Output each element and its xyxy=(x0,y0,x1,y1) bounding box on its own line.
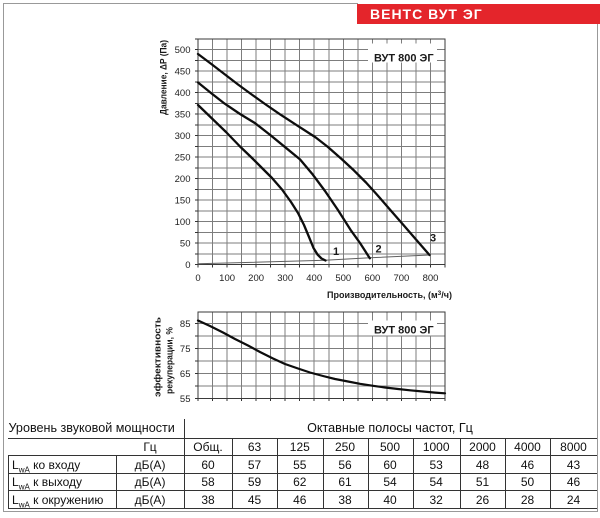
svg-text:500: 500 xyxy=(175,45,191,56)
svg-text:85: 85 xyxy=(180,319,191,330)
svg-text:75: 75 xyxy=(180,344,191,355)
svg-text:250: 250 xyxy=(175,153,191,164)
svg-text:55: 55 xyxy=(180,394,191,405)
svg-text:350: 350 xyxy=(175,110,191,121)
svg-text:400: 400 xyxy=(306,273,322,284)
svg-text:50: 50 xyxy=(180,239,191,250)
svg-text:1: 1 xyxy=(333,246,339,258)
svg-text:3: 3 xyxy=(430,233,436,245)
svg-text:100: 100 xyxy=(219,273,235,284)
svg-text:200: 200 xyxy=(175,174,191,185)
svg-text:0: 0 xyxy=(195,273,200,284)
svg-text:500: 500 xyxy=(335,273,351,284)
svg-text:600: 600 xyxy=(364,273,380,284)
svg-text:Давление, ΔP (Па): Давление, ΔP (Па) xyxy=(159,40,169,115)
svg-text:65: 65 xyxy=(180,369,191,380)
svg-text:рекуперации, %: рекуперации, % xyxy=(165,327,175,394)
svg-text:Производительность, (м3/ч): Производительность, (м3/ч) xyxy=(327,290,452,300)
svg-text:300: 300 xyxy=(277,273,293,284)
svg-text:400: 400 xyxy=(175,88,191,99)
svg-text:300: 300 xyxy=(175,131,191,142)
svg-text:700: 700 xyxy=(393,273,409,284)
svg-text:ВУТ 800 ЭГ: ВУТ 800 ЭГ xyxy=(374,52,434,64)
svg-text:200: 200 xyxy=(248,273,264,284)
svg-text:100: 100 xyxy=(175,217,191,228)
svg-text:800: 800 xyxy=(423,273,439,284)
svg-text:0: 0 xyxy=(185,260,190,271)
svg-text:ВУТ 800 ЭГ: ВУТ 800 ЭГ xyxy=(374,325,434,337)
svg-text:2: 2 xyxy=(376,244,382,256)
svg-text:450: 450 xyxy=(175,67,191,78)
svg-text:150: 150 xyxy=(175,196,191,207)
svg-text:эффективность: эффективность xyxy=(153,316,163,397)
